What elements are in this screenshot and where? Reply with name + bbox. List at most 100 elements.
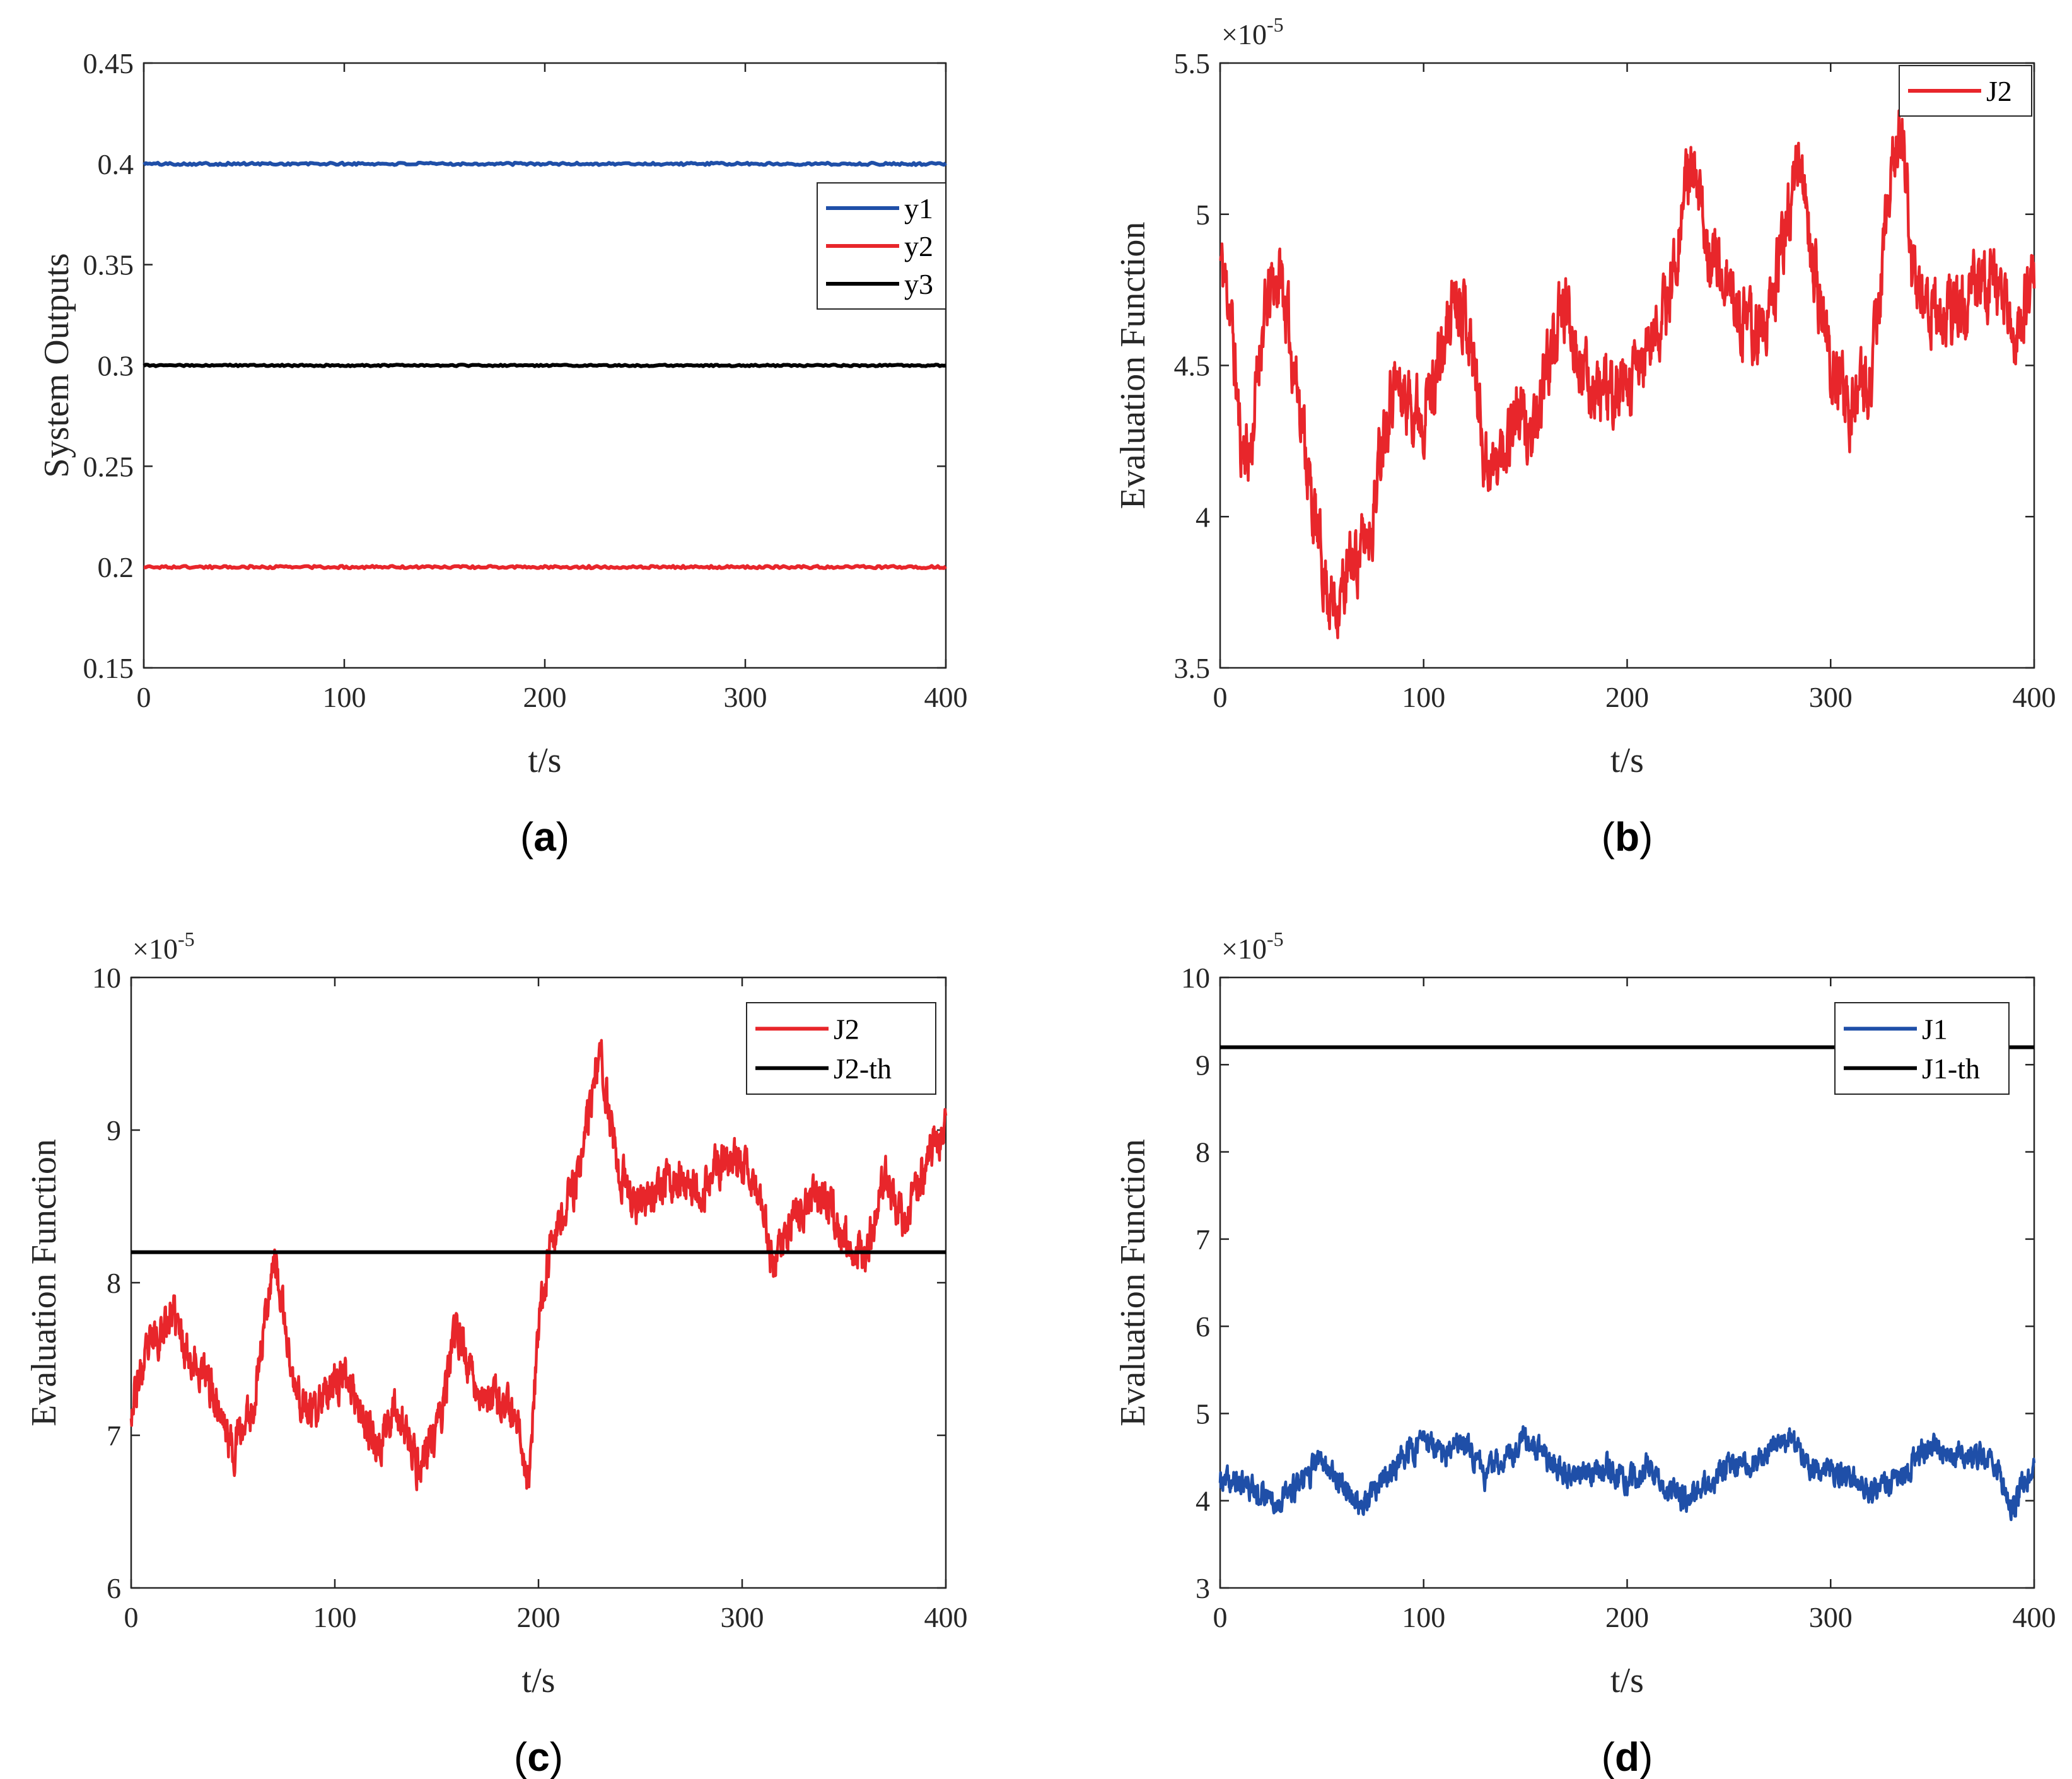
x-tick-label: 300 [1809, 1601, 1853, 1633]
x-tick-label: 400 [924, 681, 968, 713]
x-tick-label: 0 [137, 681, 151, 713]
x-tick-label: 100 [1402, 1601, 1445, 1633]
panel-a-y-axis-label: System Outputs [37, 253, 76, 477]
legend-label-j2-th: J2-th [834, 1053, 892, 1085]
panel-a-y-ticks: 0.15 0.2 0.25 0.3 0.35 0.4 0.45 [83, 47, 946, 684]
y-tick-label: 3 [1196, 1572, 1210, 1604]
y-tick-label: 0.25 [83, 450, 134, 482]
panel-c-x-ticks: 0 100 200 300 400 [124, 977, 968, 1633]
series-line-y3 [143, 363, 946, 368]
panel-a-series [143, 160, 947, 571]
panel-b-x-axis-label: t/s [1610, 741, 1644, 780]
y-tick-label: 7 [1196, 1223, 1210, 1256]
panel-d-label: (d) [1602, 1734, 1653, 1779]
y-tick-label: 0.2 [98, 551, 134, 583]
legend-label-j1-th: J1-th [1922, 1053, 1980, 1085]
y-tick-label: 10 [92, 962, 121, 994]
panel-c-exponent: ×10-5 [132, 928, 195, 965]
panel-d-exponent: ×10-5 [1221, 928, 1284, 965]
panel-b-exponent-power: -5 [1267, 13, 1284, 36]
panel-d-x-ticks: 0 100 200 300 400 [1213, 977, 2056, 1633]
x-tick-label: 300 [721, 1601, 764, 1633]
panel-d-y-ticks: 3 4 5 6 7 8 9 10 [1181, 962, 2034, 1604]
panel-d-y-axis-label: Evaluation Function [1114, 1139, 1153, 1426]
series-line-j2 [1219, 109, 2036, 639]
x-tick-label: 200 [523, 681, 567, 713]
panel-a-x-axis-label: t/s [528, 741, 562, 780]
y-tick-label: 5 [1196, 1397, 1210, 1430]
panel-c-y-axis-label: Evaluation Function [25, 1139, 64, 1426]
y-tick-label: 0.4 [98, 148, 134, 180]
panel-b-label-letter: b [1615, 814, 1639, 860]
x-tick-label: 100 [1402, 681, 1445, 713]
panel-c-y-ticks: 6 7 8 9 10 [92, 962, 946, 1604]
y-tick-label: 8 [107, 1267, 121, 1299]
panel-a-x-ticks: 0 100 200 300 400 [137, 63, 968, 713]
y-tick-label: 6 [107, 1572, 121, 1604]
panel-d: 3 4 5 6 7 8 9 10 0 100 200 300 400 J1 J1-th ×10-5 t/… [1114, 928, 2056, 1779]
x-tick-label: 0 [1213, 681, 1228, 713]
series-line-j1 [1218, 1425, 2036, 1522]
x-tick-label: 300 [1809, 681, 1853, 713]
y-tick-label: 0.3 [98, 350, 134, 382]
x-tick-label: 200 [1605, 681, 1649, 713]
panel-d-exponent-power: -5 [1267, 928, 1284, 950]
panel-c-label: (c) [514, 1734, 563, 1779]
x-tick-label: 100 [323, 681, 366, 713]
panel-b-label: (b) [1602, 814, 1653, 860]
legend-label-j2: J2 [834, 1013, 859, 1045]
legend-box [746, 1002, 936, 1095]
y-tick-label: 6 [1196, 1310, 1210, 1343]
series-line-y2 [143, 564, 947, 571]
panel-b-legend: J2 [1899, 65, 2032, 117]
panel-b-x-ticks: 0 100 200 300 400 [1213, 63, 2056, 713]
legend-label-j2: J2 [1986, 75, 2012, 107]
x-tick-label: 0 [1213, 1601, 1228, 1633]
x-tick-label: 400 [2013, 681, 2056, 713]
panel-a-legend: y1 y2 y3 [817, 182, 946, 310]
y-tick-label: 0.35 [83, 249, 134, 281]
panel-a-label: (a) [520, 814, 569, 860]
y-tick-label: 4 [1196, 1485, 1210, 1517]
y-tick-label: 3.5 [1174, 652, 1211, 684]
y-tick-label: 10 [1181, 962, 1210, 994]
panel-d-legend: J1 J1-th [1834, 1002, 2010, 1095]
y-tick-label: 9 [1196, 1049, 1210, 1081]
y-tick-label: 4.5 [1174, 350, 1211, 382]
panel-a: 0.150.20.250.30.350.40.45 0 100 200 300 400 … [37, 47, 968, 860]
panel-b-exponent-base: ×10 [1221, 18, 1267, 50]
panel-b-exponent: ×10-5 [1221, 13, 1284, 50]
panel-d-exponent-base: ×10 [1221, 933, 1267, 965]
x-tick-label: 400 [2013, 1601, 2056, 1633]
series-line-j2 [129, 1039, 948, 1491]
y-tick-label: 8 [1196, 1136, 1210, 1169]
legend-label-y3: y3 [904, 268, 933, 300]
panel-c: 6 7 8 9 10 0 100 200 300 400 J2 J2-th ×10-5 t/s E… [25, 928, 968, 1779]
panel-b: 3.5 4 4.5 5 5.5 0 100 200 300 400 J2 ×10-5 t/s E… [1114, 13, 2056, 860]
x-tick-label: 200 [1605, 1601, 1649, 1633]
y-tick-label: 5 [1196, 199, 1210, 231]
x-tick-label: 200 [517, 1601, 561, 1633]
panel-d-label-letter: d [1615, 1734, 1639, 1779]
y-tick-label: 5.5 [1174, 47, 1211, 79]
x-tick-label: 400 [924, 1601, 968, 1633]
y-tick-label: 0.45 [83, 47, 134, 79]
panel-b-y-axis-label: Evaluation Function [1114, 222, 1153, 510]
y-tick-label: 9 [107, 1114, 121, 1146]
panel-c-label-letter: c [527, 1734, 550, 1779]
panel-b-series [1219, 109, 2036, 639]
panel-c-series [129, 1039, 948, 1491]
panel-c-exponent-base: ×10 [132, 933, 178, 965]
legend-box [1834, 1002, 2010, 1095]
panel-c-x-axis-label: t/s [522, 1661, 556, 1700]
x-tick-label: 0 [124, 1601, 139, 1633]
legend-label-j1: J1 [1922, 1013, 1948, 1045]
series-line-y1 [143, 160, 947, 167]
x-tick-label: 300 [724, 681, 767, 713]
panel-d-x-axis-label: t/s [1610, 1661, 1644, 1700]
y-tick-label: 7 [107, 1420, 121, 1452]
legend-label-y2: y2 [904, 230, 933, 262]
panel-c-exponent-power: -5 [178, 928, 195, 950]
y-tick-label: 0.15 [83, 652, 134, 684]
